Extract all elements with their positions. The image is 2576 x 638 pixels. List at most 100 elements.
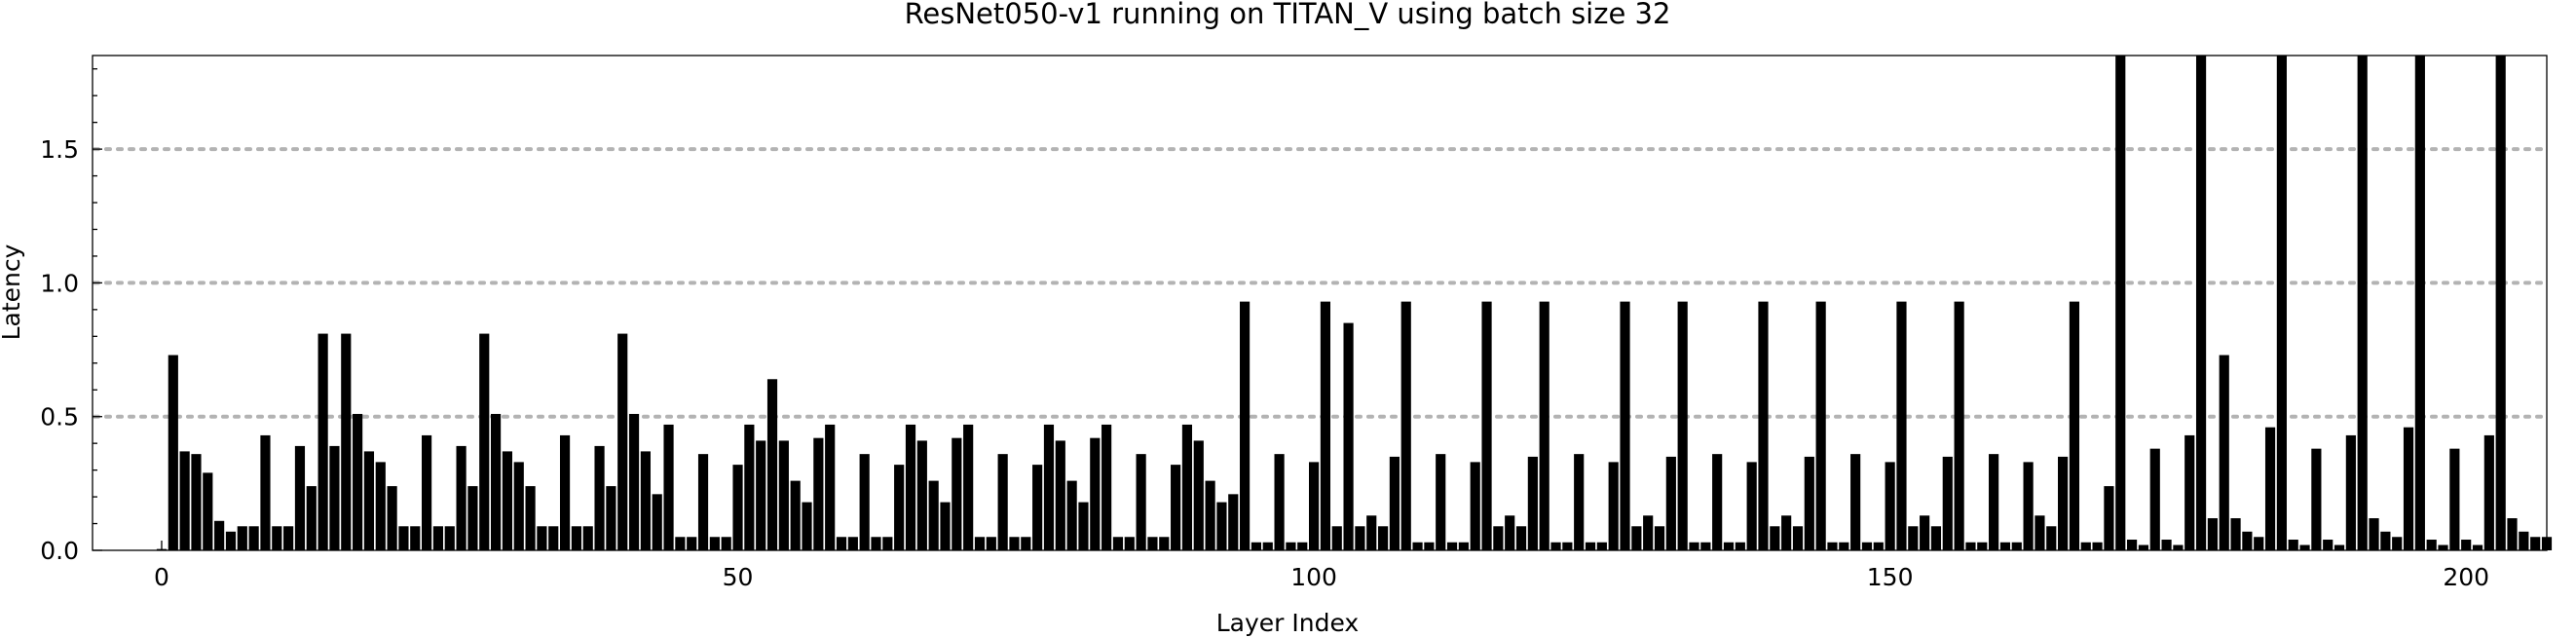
axis-ticks: 0 50 100 150 200 0.0 0.5 1.0 1.5 (40, 68, 2489, 591)
bar (1216, 502, 1227, 550)
bar (2138, 544, 2149, 550)
bar (1493, 526, 1504, 550)
bar (2264, 427, 2276, 550)
x-tick-label: 0 (154, 563, 169, 591)
bar (422, 434, 432, 550)
bar (548, 526, 559, 550)
bar (1366, 515, 1377, 550)
bar (1251, 542, 1262, 550)
bar (1689, 542, 1699, 550)
bar (1770, 526, 1780, 550)
bar (2299, 544, 2310, 550)
bar (1792, 526, 1804, 550)
bar (329, 445, 340, 550)
bar (1400, 301, 1411, 550)
bar (294, 445, 306, 550)
bar (721, 537, 731, 550)
bar (398, 526, 409, 550)
bar (790, 480, 801, 550)
bar (1954, 301, 1964, 550)
bar (1781, 515, 1792, 550)
bar (928, 480, 939, 550)
bar (1193, 440, 1204, 550)
bar (1021, 537, 1031, 550)
bar (1562, 542, 1573, 550)
bar (1124, 537, 1135, 550)
bar (1228, 494, 1239, 550)
bar (525, 486, 536, 550)
bar (2173, 544, 2184, 550)
bar (766, 379, 778, 550)
bar (1205, 480, 1215, 550)
bar (986, 537, 996, 550)
bar (1585, 542, 1596, 550)
bar (1181, 424, 1193, 550)
bar (467, 486, 478, 550)
bar (2403, 427, 2414, 550)
bar (2333, 544, 2345, 550)
bar (2323, 540, 2333, 550)
bar (2357, 56, 2368, 550)
bar (1758, 301, 1769, 550)
bar (1066, 480, 1077, 550)
bar (1112, 537, 1124, 550)
bar (2195, 56, 2207, 550)
bar (1930, 526, 1942, 550)
bar (1009, 537, 1020, 550)
bar (1574, 454, 1585, 550)
bar (2092, 542, 2103, 550)
bar (1643, 515, 1654, 550)
bar (697, 454, 709, 550)
bar (203, 472, 213, 550)
bar (2311, 448, 2322, 550)
bar (606, 486, 616, 550)
bar (1412, 542, 1423, 550)
bar (375, 462, 386, 550)
bar (778, 440, 789, 550)
bar (1539, 301, 1549, 550)
bar (1723, 542, 1735, 550)
bar (502, 451, 513, 550)
bar (2288, 540, 2298, 550)
bar (2254, 537, 2264, 550)
bar (916, 440, 927, 550)
bar (997, 454, 1008, 550)
bar (617, 333, 628, 550)
bar (432, 526, 444, 550)
y-tick-label: 0.0 (40, 537, 79, 565)
bar (168, 355, 178, 550)
bar (2115, 56, 2126, 550)
bar (513, 462, 524, 550)
bar (2345, 434, 2356, 550)
bar (2046, 526, 2057, 550)
plot-frame (92, 55, 2548, 551)
bar (1839, 542, 1849, 550)
bar (802, 502, 812, 550)
bar (594, 445, 605, 550)
bar (2184, 434, 2195, 550)
bar (1527, 456, 1538, 550)
bars (156, 56, 2553, 550)
bar (1908, 526, 1919, 550)
bar (1977, 542, 1988, 550)
bar (2438, 544, 2448, 550)
bar (1343, 322, 1354, 550)
chart-title: ResNet050-v1 running on TITAN_V using ba… (905, 0, 1671, 30)
bar (1389, 456, 1400, 550)
bar (2035, 515, 2045, 550)
bar (260, 434, 271, 550)
bar (1665, 456, 1676, 550)
bar (479, 333, 490, 550)
x-axis-label: Layer Index (1216, 609, 1359, 637)
bar (628, 413, 640, 550)
bar (871, 537, 881, 550)
bar (2483, 434, 2494, 550)
bar (1090, 437, 1101, 550)
bar (940, 502, 951, 550)
bar (1815, 301, 1826, 550)
bar (2023, 462, 2034, 550)
bar (2495, 56, 2506, 550)
bar (2519, 531, 2529, 550)
bar (756, 440, 766, 550)
